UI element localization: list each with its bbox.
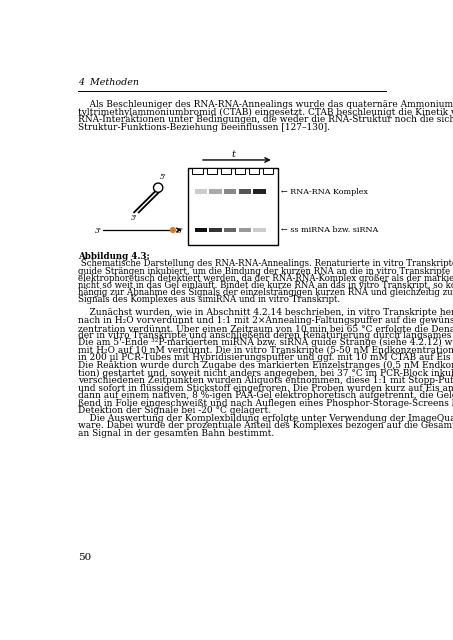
Text: dann auf einem nativen, 8 %-igen PAA-Gel elektrophoretisch aufgetrennt, die Gele: dann auf einem nativen, 8 %-igen PAA-Gel… — [78, 391, 453, 400]
Bar — [224, 189, 236, 194]
Circle shape — [154, 183, 163, 192]
Text: Struktur-Funktions-Beziehung beeinflussen [127–130].: Struktur-Funktions-Beziehung beeinflusse… — [78, 122, 330, 132]
Text: elektrophoretisch detektiert werden, da der RNA-RNA-Komplex größer als der marki: elektrophoretisch detektiert werden, da … — [78, 274, 453, 283]
Text: Die Reaktion wurde durch Zugabe des markierten Einzelstranges (0,5 nM Endkonzent: Die Reaktion wurde durch Zugabe des mark… — [78, 361, 453, 370]
Bar — [249, 168, 259, 174]
Text: ßend in Folie eingeschweißt und nach Auflegen eines Phosphor-Storage-Screens bis: ßend in Folie eingeschweißt und nach Auf… — [78, 399, 453, 408]
Bar — [239, 189, 251, 194]
Bar — [224, 228, 236, 232]
Text: Abbildung 4.3:: Abbildung 4.3: — [78, 252, 150, 261]
Bar — [207, 168, 217, 174]
Text: und sofort in flüssigem Stickstoff eingefroren. Die Proben wurden kurz auf Eis a: und sofort in flüssigem Stickstoff einge… — [78, 383, 453, 392]
Text: 4  Methoden: 4 Methoden — [78, 78, 140, 87]
Text: 5': 5' — [177, 227, 184, 235]
Text: tyltrimethylammoniumbromid (CTAB) eingesetzt. CTAB beschleunigt die Kinetik von : tyltrimethylammoniumbromid (CTAB) einges… — [78, 108, 453, 116]
Text: Die Auswertung der Komplexbildung erfolgte unter Verwendung der ​ImageQuant​-Sof: Die Auswertung der Komplexbildung erfolg… — [78, 413, 453, 423]
Text: Signals des Komplexes aus simiRNA und ​in vitro​ Transkript.: Signals des Komplexes aus simiRNA und ​i… — [78, 295, 341, 304]
Text: Detektion der Signale bei -20 °C gelagert.: Detektion der Signale bei -20 °C gelager… — [78, 406, 271, 415]
Text: ← ss miRNA bzw. siRNA: ← ss miRNA bzw. siRNA — [281, 226, 379, 234]
Bar — [254, 189, 266, 194]
Bar — [221, 168, 231, 174]
Text: der ​in vitro​ Transkripte und anschließend deren Renaturierung durch langsames : der ​in vitro​ Transkripte und anschließ… — [78, 331, 453, 340]
Text: an Signal in der gesamten Bahn bestimmt.: an Signal in der gesamten Bahn bestimmt. — [78, 429, 275, 438]
Text: in 200 µl PCR-Tubes mit Hybridisierungspuffer und ggf. mit 10 mM CTAB auf Eis vo: in 200 µl PCR-Tubes mit Hybridisierungsp… — [78, 353, 453, 362]
Circle shape — [170, 227, 176, 233]
Text: Als Beschleuniger des RNA-RNA-Annealings wurde das quaternäre Ammoniumsalz Ce-: Als Beschleuniger des RNA-RNA-Annealings… — [78, 100, 453, 109]
Text: t: t — [231, 150, 235, 159]
Bar — [193, 168, 202, 174]
Text: nicht so weit in das Gel einläuft. Bindet die kurze RNA an das ​in vitro​ Transk: nicht so weit in das Gel einläuft. Binde… — [78, 281, 453, 290]
Text: 50: 50 — [78, 553, 92, 562]
Bar — [209, 189, 222, 194]
Text: 3': 3' — [131, 214, 137, 222]
Text: 3': 3' — [95, 227, 101, 235]
Bar — [209, 228, 222, 232]
Bar — [188, 168, 278, 244]
Bar — [195, 189, 207, 194]
Text: nach in H₂O vorverdünnt und 1:1 mit 2×Annealing-Faltungspuffer auf die gewünscht: nach in H₂O vorverdünnt und 1:1 mit 2×An… — [78, 316, 453, 324]
Text: guide Strängen inkubiert, um die Bindung der kurzen RNA an die ​in vitro​ Transk: guide Strängen inkubiert, um die Bindung… — [78, 266, 453, 276]
Bar — [254, 228, 266, 232]
Text: 5': 5' — [160, 173, 166, 180]
Bar — [235, 168, 245, 174]
Text: mit H₂O auf 10 nM verdünnt. Die ​in vitro​ Transkripte (5-50 nM Endkonzentration: mit H₂O auf 10 nM verdünnt. Die ​in vitr… — [78, 346, 453, 355]
Text: hängig zur Abnahme des Signals der einzelsträngigen kurzen RNA und gleichzeitig : hängig zur Abnahme des Signals der einze… — [78, 288, 453, 297]
Bar — [195, 228, 207, 232]
Text: Schematische Darstellung des RNA-RNA-Annealings. Renaturierte ​in vitro​ Transkr: Schematische Darstellung des RNA-RNA-Ann… — [78, 259, 453, 268]
Text: RNA-Interaktionen unter Bedingungen, die weder die RNA-Struktur noch die sich er: RNA-Interaktionen unter Bedingungen, die… — [78, 115, 453, 124]
Text: Zunächst wurden, wie in Abschnitt 4.2.14 beschrieben, ​in vitro​ Transkripte her: Zunächst wurden, wie in Abschnitt 4.2.14… — [78, 308, 453, 317]
Text: verschiedenen Zeitpunkten wurden Aliquots entnommen, diese 1:1 mit Stopp-Puffer : verschiedenen Zeitpunkten wurden Aliquot… — [78, 376, 453, 385]
Text: ← RNA-RNA Komplex: ← RNA-RNA Komplex — [281, 188, 368, 196]
Bar — [239, 228, 251, 232]
Text: tion) gestartet und, soweit nicht anders angegeben, bei 37 °C im PCR-Block inkub: tion) gestartet und, soweit nicht anders… — [78, 369, 453, 378]
Text: Die am 5'-Ende ³²P-markierten miRNA bzw. siRNA ​guide​ Stränge (siehe 4.2.12) wu: Die am 5'-Ende ³²P-markierten miRNA bzw.… — [78, 339, 453, 348]
Text: zentration verdünnt. Über einen Zeitraum von 10 min bei 65 °C erfolgte die Denat: zentration verdünnt. Über einen Zeitraum… — [78, 323, 453, 334]
Text: ware. Dabei wurde der prozentuale Anteil des Komplexes bezogen auf die Gesamtmen: ware. Dabei wurde der prozentuale Anteil… — [78, 421, 453, 430]
Bar — [263, 168, 274, 174]
